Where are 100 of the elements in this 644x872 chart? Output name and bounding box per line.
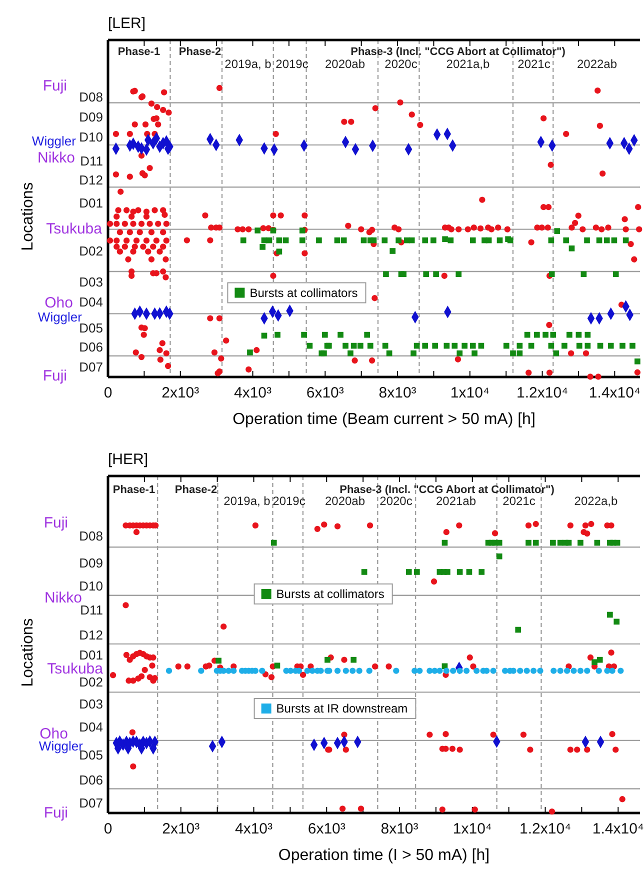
point [618, 668, 624, 674]
text: 2019a, b [224, 57, 272, 72]
point [230, 668, 237, 674]
text: D02 [79, 674, 103, 690]
text: D09 [79, 110, 103, 125]
text: D07 [79, 360, 103, 375]
text: Phase-3 (Incl. "CCG Abort at Collimator") [340, 484, 555, 496]
x-tick-label: 0 [104, 820, 112, 838]
point [550, 540, 556, 546]
point [443, 668, 450, 674]
point [490, 668, 496, 674]
x-axis-title: Operation time (I > 50 mA) [h] [278, 847, 490, 864]
text: 2021a,b [446, 57, 490, 72]
text: Fuji [42, 77, 67, 94]
point [515, 626, 522, 633]
text: D06 [79, 340, 103, 355]
text: D07 [79, 796, 103, 811]
x-tick-label: 1.2x10⁴ [516, 384, 568, 402]
point [609, 668, 616, 674]
text: Wiggler [32, 134, 77, 149]
point [577, 668, 584, 674]
text: D01 [79, 648, 103, 663]
text: 2020c [384, 57, 418, 72]
point [450, 668, 456, 674]
point [530, 668, 537, 674]
text: D08 [79, 90, 103, 105]
text: D11 [80, 154, 103, 169]
text: Nikko [37, 149, 75, 166]
point [604, 668, 610, 674]
text: Phase-2 [174, 484, 218, 496]
text: Fuji [44, 804, 68, 822]
x-tick-label: 1.2x10⁴ [520, 820, 571, 838]
text: Tsukuba [47, 660, 104, 678]
text: 2019a, b [224, 494, 271, 508]
x-tick-label: 4x10³ [234, 384, 272, 402]
text: Fuji [42, 367, 67, 384]
text: 2021c [518, 57, 550, 72]
point [361, 569, 368, 575]
text: D06 [79, 772, 103, 788]
text: D08 [79, 528, 103, 544]
x-tick-label: 2x10³ [162, 384, 200, 402]
point [350, 656, 357, 663]
legend-label: Bursts at collimators [250, 286, 358, 300]
point [584, 668, 590, 674]
point [578, 540, 584, 546]
x-tick-label: 4x10³ [234, 820, 273, 838]
text: D03 [79, 696, 103, 712]
point [526, 540, 532, 546]
text: 2020ab [324, 494, 366, 508]
text: D04 [79, 720, 103, 735]
chart-title: [LER] [108, 15, 146, 32]
text: 2019c [276, 57, 308, 72]
point [456, 569, 463, 575]
point [274, 662, 280, 669]
chart-title: [HER] [108, 451, 148, 468]
point [166, 668, 172, 674]
text: Oho [44, 294, 73, 312]
x-tick-label: 1x10⁴ [452, 820, 492, 838]
point [416, 668, 423, 674]
point [532, 540, 539, 546]
text: 2022a,b [574, 494, 618, 508]
text: D03 [79, 274, 103, 290]
point [466, 569, 472, 575]
text: D04 [79, 294, 103, 310]
point [406, 569, 412, 575]
x-tick-label: 8x10³ [380, 820, 418, 838]
text: D12 [79, 628, 103, 643]
point [216, 658, 222, 664]
point [496, 553, 502, 560]
point [517, 668, 524, 674]
point [366, 668, 372, 674]
point [524, 668, 530, 674]
point [478, 569, 485, 575]
point [550, 668, 557, 674]
point [557, 668, 564, 674]
text: Oho [40, 725, 68, 742]
legend-label: Bursts at collimators [276, 587, 384, 602]
x-tick-label: 8x10³ [378, 384, 416, 402]
point [463, 668, 470, 674]
y-axis-title: Locations [20, 618, 37, 687]
point [350, 668, 356, 674]
point [564, 668, 570, 674]
text: 2020c [380, 494, 412, 508]
text: Phase-1 [112, 484, 156, 496]
text: 2020ab [324, 57, 366, 72]
point [356, 668, 362, 674]
point [596, 656, 603, 663]
point [324, 656, 330, 663]
x-axis-title: Operation time (Beam current > 50 mA) [h] [232, 411, 536, 428]
x-tick-label: 6x10³ [308, 820, 346, 838]
point [537, 668, 544, 674]
point [436, 668, 443, 674]
text: D02 [79, 244, 103, 259]
text: D01 [79, 196, 103, 211]
text: D10 [79, 578, 103, 594]
legend-label: Bursts at IR downstream [276, 702, 408, 716]
point [473, 668, 480, 674]
text: Nikko [44, 589, 82, 606]
x-tick-label: 1.4x10⁴ [588, 384, 640, 402]
point [614, 618, 620, 625]
